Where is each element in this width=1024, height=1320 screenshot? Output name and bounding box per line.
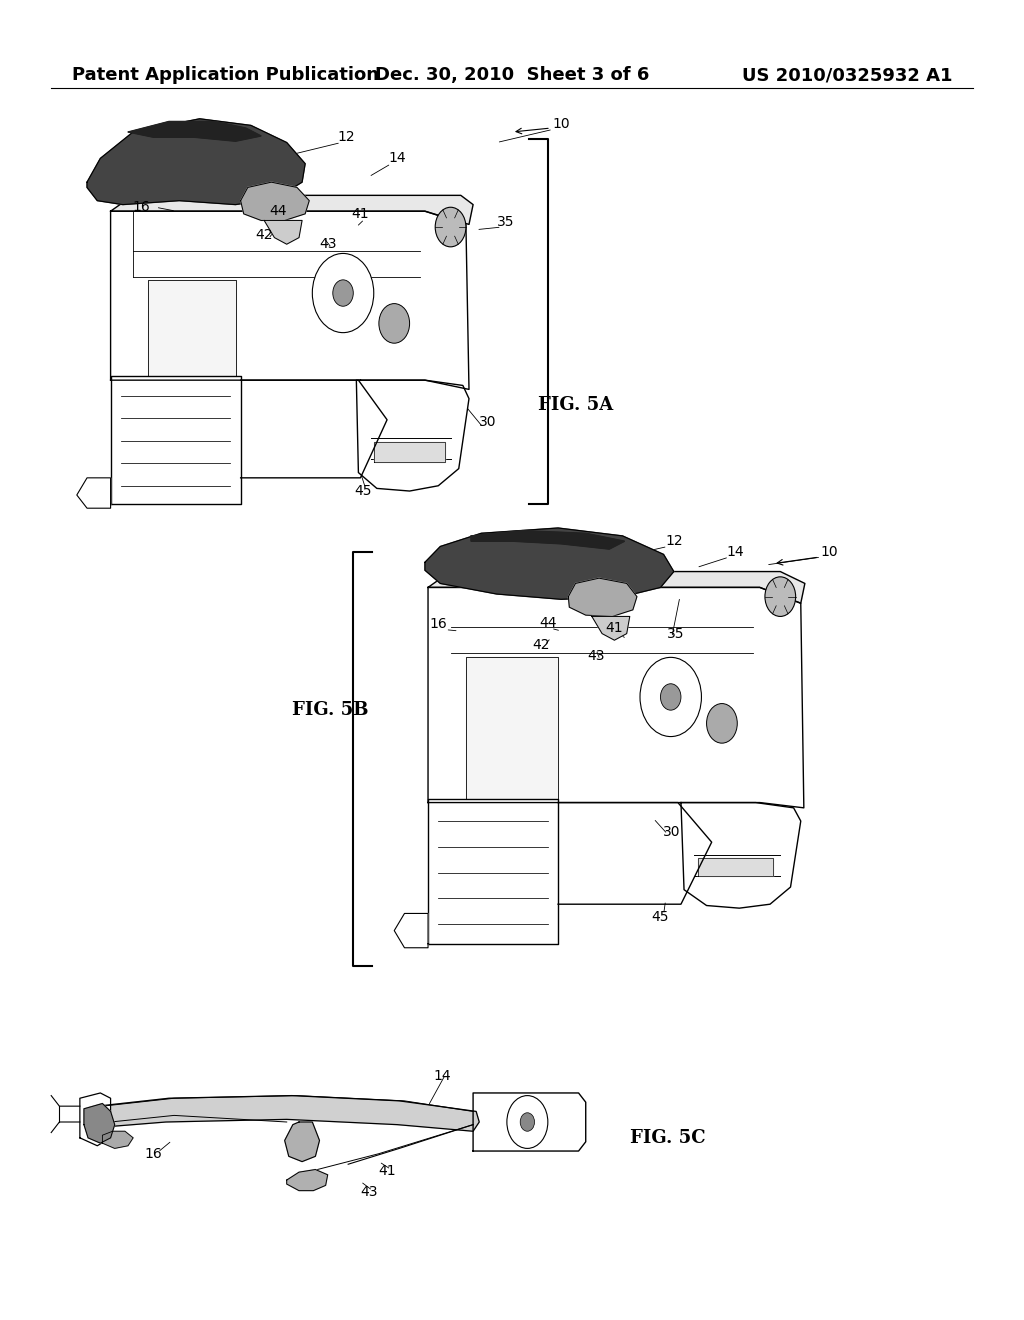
Text: 43: 43	[587, 649, 605, 663]
Text: 44: 44	[539, 616, 557, 630]
Circle shape	[435, 207, 466, 247]
Text: 16: 16	[429, 618, 447, 631]
Text: 16: 16	[144, 1147, 163, 1160]
Polygon shape	[428, 799, 558, 944]
Circle shape	[333, 280, 353, 306]
Polygon shape	[80, 1093, 111, 1146]
Text: 12: 12	[665, 535, 683, 548]
Polygon shape	[148, 280, 236, 376]
Polygon shape	[374, 442, 445, 462]
Text: Dec. 30, 2010  Sheet 3 of 6: Dec. 30, 2010 Sheet 3 of 6	[375, 66, 649, 84]
Polygon shape	[128, 121, 261, 141]
Text: 41: 41	[605, 622, 624, 635]
Text: 14: 14	[433, 1069, 452, 1082]
Polygon shape	[241, 182, 309, 220]
Polygon shape	[698, 858, 773, 876]
Text: 10: 10	[552, 117, 570, 131]
Text: 14: 14	[388, 152, 407, 165]
Polygon shape	[84, 1104, 115, 1143]
Circle shape	[312, 253, 374, 333]
Text: 35: 35	[497, 215, 515, 228]
Circle shape	[640, 657, 701, 737]
Text: 10: 10	[820, 545, 839, 558]
Text: 35: 35	[667, 627, 685, 640]
Text: 42: 42	[531, 639, 550, 652]
Polygon shape	[287, 1170, 328, 1191]
Text: 44: 44	[269, 205, 288, 218]
Polygon shape	[102, 1131, 133, 1148]
Polygon shape	[568, 578, 637, 616]
Polygon shape	[264, 220, 302, 244]
Polygon shape	[471, 531, 625, 549]
Text: 42: 42	[255, 228, 273, 242]
Text: 45: 45	[354, 484, 373, 498]
Polygon shape	[473, 1093, 586, 1151]
Polygon shape	[285, 1122, 319, 1162]
Text: FIG. 5B: FIG. 5B	[292, 701, 369, 719]
Polygon shape	[681, 803, 801, 908]
Text: 30: 30	[663, 825, 681, 838]
Text: FIG. 5C: FIG. 5C	[630, 1129, 706, 1147]
Polygon shape	[428, 587, 804, 808]
Text: FIG. 5A: FIG. 5A	[538, 396, 612, 414]
Polygon shape	[87, 119, 305, 205]
Text: 12: 12	[337, 131, 355, 144]
Text: 41: 41	[351, 207, 370, 220]
Circle shape	[507, 1096, 548, 1148]
Polygon shape	[466, 657, 558, 799]
Polygon shape	[394, 913, 428, 948]
Polygon shape	[97, 1096, 479, 1131]
Circle shape	[520, 1113, 535, 1131]
Text: 43: 43	[318, 238, 337, 251]
Polygon shape	[592, 616, 630, 640]
Polygon shape	[428, 572, 805, 603]
Text: Patent Application Publication: Patent Application Publication	[72, 66, 379, 84]
Polygon shape	[111, 211, 469, 389]
Text: 45: 45	[651, 911, 670, 924]
Text: 14: 14	[726, 545, 744, 558]
Text: 30: 30	[478, 416, 497, 429]
Text: 43: 43	[359, 1185, 378, 1199]
Circle shape	[765, 577, 796, 616]
Circle shape	[660, 684, 681, 710]
Polygon shape	[111, 376, 241, 504]
Text: 16: 16	[132, 201, 151, 214]
Polygon shape	[356, 380, 469, 491]
Polygon shape	[77, 478, 111, 508]
Text: 41: 41	[378, 1164, 396, 1177]
Polygon shape	[111, 195, 473, 224]
Circle shape	[379, 304, 410, 343]
Text: US 2010/0325932 A1: US 2010/0325932 A1	[741, 66, 952, 84]
Polygon shape	[425, 528, 674, 599]
Circle shape	[707, 704, 737, 743]
